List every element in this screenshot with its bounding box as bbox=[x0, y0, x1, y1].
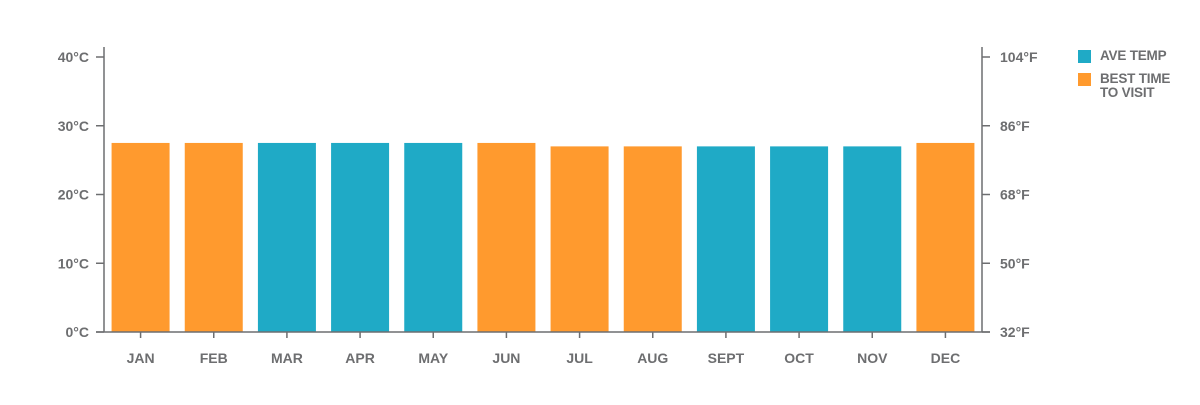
y-left-tick-label: 40°C bbox=[58, 49, 89, 65]
x-tick-label-feb: FEB bbox=[200, 350, 228, 366]
x-tick-label-oct: OCT bbox=[784, 350, 814, 366]
x-tick-label-jul: JUL bbox=[566, 350, 593, 366]
y-left-tick-label: 0°C bbox=[66, 324, 90, 340]
x-tick-label-nov: NOV bbox=[857, 350, 888, 366]
x-tick-label-jan: JAN bbox=[127, 350, 155, 366]
y-left-tick-label: 30°C bbox=[58, 118, 89, 134]
bar-oct bbox=[770, 146, 829, 333]
chart-legend: AVE TEMP BEST TIME TO VISIT bbox=[1078, 49, 1198, 109]
bar-jun bbox=[477, 142, 536, 332]
x-tick-label-mar: MAR bbox=[271, 350, 303, 366]
bar-dec bbox=[916, 142, 975, 332]
x-tick-label-sept: SEPT bbox=[708, 350, 745, 366]
legend-item-ave-temp: AVE TEMP bbox=[1078, 49, 1198, 63]
y-right-tick-label: 86°F bbox=[1000, 118, 1030, 134]
bar-jan bbox=[111, 142, 170, 332]
bars-layer bbox=[111, 142, 975, 333]
bar-mar bbox=[257, 142, 316, 332]
legend-swatch-ave-temp bbox=[1078, 50, 1091, 63]
x-tick-label-dec: DEC bbox=[931, 350, 961, 366]
y-right-tick-label: 50°F bbox=[1000, 255, 1030, 271]
bar-apr bbox=[331, 142, 390, 332]
y-left-tick-label: 20°C bbox=[58, 187, 89, 203]
labels-layer: JAN FEB MAR APR MAY JUN JUL AUG SEPT OCT NOV DEC 0°C… bbox=[58, 49, 1038, 366]
legend-swatch-best-time bbox=[1078, 73, 1091, 86]
legend-item-best-time: BEST TIME TO VISIT bbox=[1078, 72, 1198, 100]
bar-feb bbox=[184, 142, 243, 332]
bar-aug bbox=[623, 146, 682, 333]
bar-nov bbox=[843, 146, 902, 333]
x-tick-label-jun: JUN bbox=[492, 350, 520, 366]
axes-layer bbox=[96, 47, 990, 338]
bar-jul bbox=[550, 146, 609, 333]
bar-may bbox=[404, 142, 463, 332]
y-right-tick-label: 104°F bbox=[1000, 49, 1038, 65]
x-tick-label-apr: APR bbox=[345, 350, 375, 366]
y-right-tick-label: 32°F bbox=[1000, 324, 1030, 340]
x-tick-label-aug: AUG bbox=[637, 350, 668, 366]
legend-label-best-time: BEST TIME TO VISIT bbox=[1100, 71, 1171, 100]
y-right-tick-label: 68°F bbox=[1000, 187, 1030, 203]
y-left-tick-label: 10°C bbox=[58, 255, 89, 271]
x-tick-label-may: MAY bbox=[418, 350, 448, 366]
legend-label-ave-temp: AVE TEMP bbox=[1100, 48, 1167, 63]
bar-sept bbox=[696, 146, 755, 333]
